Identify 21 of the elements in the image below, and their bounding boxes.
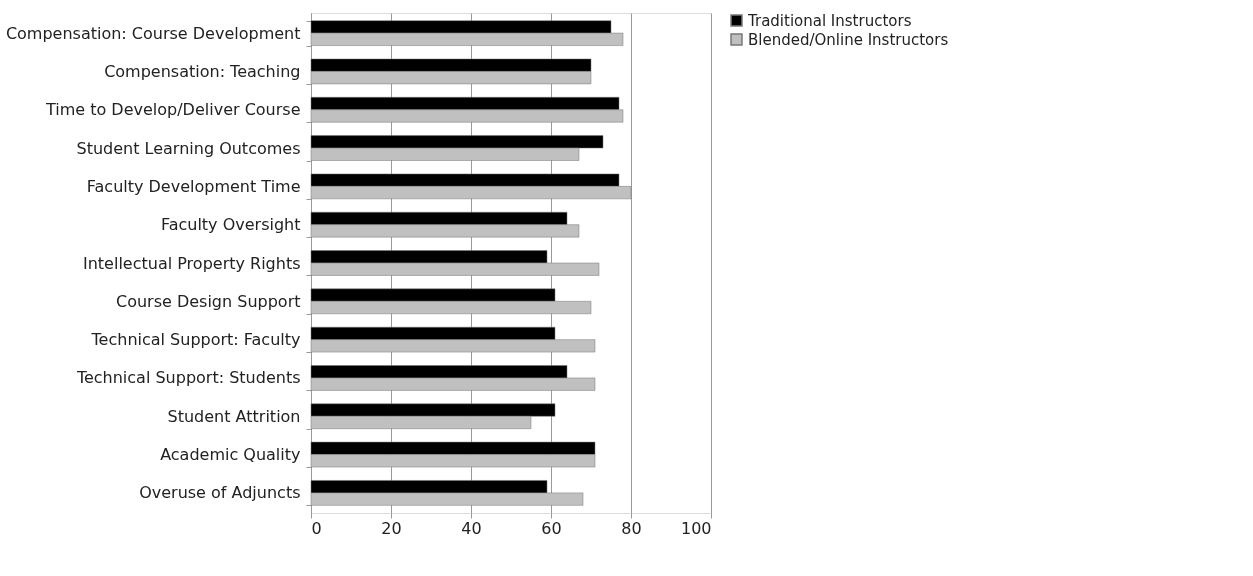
y-tick-label: Faculty Development Time [86, 176, 301, 196]
x-tick-label: 20 [381, 518, 402, 538]
y-tick-label: Academic Quality [160, 445, 301, 465]
x-tick-label: 100 [680, 518, 712, 538]
y-tick-label: Compensation: Teaching [104, 61, 301, 81]
y-tick-label: Faculty Oversight [160, 215, 301, 235]
y-tick-label: Student Attrition [167, 406, 301, 426]
y-tick-label: Course Design Support [115, 291, 301, 311]
y-tick-label: Technical Support: Students [75, 368, 301, 388]
x-tick-label: 80 [621, 518, 642, 538]
y-tick-label: Overuse of Adjuncts [139, 483, 301, 503]
x-tick-label: 60 [541, 518, 562, 538]
legend-label: Traditional Instructors [747, 11, 912, 30]
x-tick-label: 0 [311, 518, 322, 538]
y-tick-label: Student Learning Outcomes [76, 138, 301, 158]
y-tick-label: Time to Develop/Deliver Course [44, 100, 301, 120]
y-tick-label: Compensation: Course Development [5, 23, 301, 43]
y-tick-label: Technical Support: Faculty [90, 330, 301, 350]
legend-label: Blended/Online Instructors [748, 30, 949, 49]
x-tick-label: 40 [461, 518, 482, 538]
y-tick-label: Intellectual Property Rights [82, 253, 301, 273]
